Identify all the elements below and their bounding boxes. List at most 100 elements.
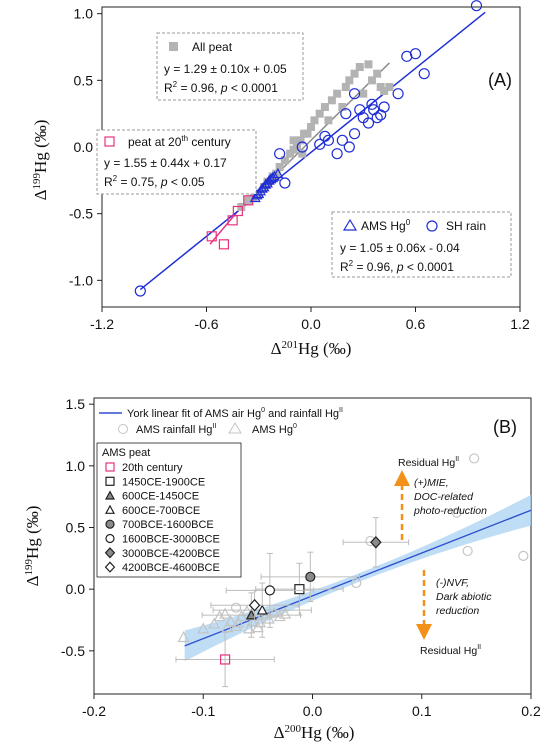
background-point: [518, 550, 529, 561]
data-point: [256, 182, 268, 193]
legend-marker-all-peat: [169, 42, 178, 51]
legend-york-label: York linear fit of AMS air Hg0 and rainf…: [127, 407, 343, 420]
data-point: [336, 134, 348, 146]
legend-peat-title: AMS peat: [102, 447, 150, 459]
peat-point-group: [201, 592, 301, 638]
fit-line: [139, 11, 486, 291]
legend-marker: [105, 533, 115, 544]
svg-text:Δ199Hg (‰): Δ199Hg (‰): [31, 120, 50, 201]
arrow-down-head: [416, 624, 432, 640]
mie-line1: (+)MIE,: [414, 477, 449, 489]
legend-label: 600CE-700BCE: [122, 505, 200, 517]
nvf-line2: Dark abiotic: [436, 591, 492, 603]
svg-text:Δ199Hg (‰): Δ199Hg (‰): [23, 506, 42, 587]
data-point: [340, 108, 352, 120]
background-point: [351, 577, 362, 589]
background-point: [232, 616, 245, 628]
residual-bottom-label: Residual HgII: [420, 644, 481, 657]
legend-marker: [104, 490, 116, 500]
background-point: [197, 622, 210, 634]
x-tick-label: 1.2: [510, 316, 530, 332]
data-point: [296, 136, 305, 145]
legend-marker: [104, 547, 116, 559]
data-point: [327, 96, 336, 105]
data-point: [298, 149, 307, 158]
x-tick-label: 0.1: [412, 703, 432, 719]
x-tick-label: 0.2: [521, 703, 541, 719]
y-tick-label: 1.5: [66, 396, 86, 412]
data-point: [296, 141, 308, 153]
data-point: [251, 189, 263, 200]
peat20-r2: R2 = 0.75, p < 0.05: [104, 174, 205, 189]
legend-hg0-label: AMS Hg0: [252, 423, 297, 436]
legend-marker-20th-century: [104, 136, 115, 147]
peat-point-group: [225, 552, 315, 628]
all-peat-equation: y = 1.29 ± 0.10x + 0.05: [164, 62, 287, 76]
panel-b-xlabel: Δ200Hg (‰): [274, 723, 355, 742]
legend-ams-label: AMS Hg0: [361, 218, 411, 233]
data-point: [333, 89, 342, 98]
background-point: [262, 612, 275, 624]
data-point: [324, 116, 333, 125]
legend-label: 1450CE-1900CE: [122, 476, 205, 488]
york-fit-line: [184, 509, 532, 647]
data-point: [331, 148, 343, 160]
background-point: [462, 545, 473, 557]
y-tick-label: -1.0: [69, 272, 93, 288]
background-point: [230, 602, 242, 613]
nvf-line1: (-)NVF,: [436, 577, 469, 589]
data-point: [355, 63, 364, 71]
data-point: [385, 83, 394, 91]
panel-a-xlabel: Δ201Hg (‰): [271, 339, 352, 358]
legend-20th-label: peat at 20th century: [128, 134, 231, 149]
data-point: [307, 123, 315, 131]
x-tick-label: 0.0: [303, 703, 323, 719]
data-point: [275, 163, 284, 171]
data-point: [378, 101, 390, 113]
legend-box-ams: AMS Hg0 SH rain y = 1.05 ± 0.06x - 0.04 …: [331, 211, 512, 278]
background-point: [224, 614, 237, 627]
background-point: [246, 614, 259, 627]
peat-marker: [370, 536, 382, 549]
panel-b-ticks: -0.2 -0.1 0.0 0.1 0.2 -0.5 0.0 0.5 1.0 1.5: [61, 396, 541, 719]
data-point: [380, 87, 389, 95]
residual-top-label: Residual HgII: [398, 456, 459, 469]
data-point: [227, 215, 238, 226]
legend-box-all-peat: All peat y = 1.29 ± 0.10x + 0.05 R2 = 0.…: [156, 32, 304, 101]
data-point: [218, 239, 230, 250]
panel-a: -1.2 -0.6 0.0 0.6 1.2 -1.0 -0.5 0.0 0.5 1.0 (A) Δ…: [31, 0, 530, 358]
ams-r2: R2 = 0.96, p < 0.0001: [340, 259, 454, 274]
data-point: [348, 88, 361, 100]
data-point: [134, 285, 146, 297]
legend-marker-ams-hg0: [342, 218, 358, 231]
mie-line2: DOC-related: [414, 491, 474, 503]
panel-b-background-points: [177, 453, 529, 643]
legend-sh-rain-label: SH rain: [446, 219, 486, 233]
y-tick-label: -0.5: [61, 643, 85, 659]
panel-a-tag: (A): [488, 70, 512, 90]
panel-b-peat-points: [175, 517, 410, 688]
background-point: [219, 607, 232, 619]
data-point: [409, 48, 422, 60]
y-tick-label: 0.0: [74, 139, 94, 155]
legend-top: York linear fit of AMS air Hg0 and rainf…: [99, 407, 343, 436]
annotations: Residual HgII (+)MIE, DOC-related photo-…: [394, 456, 492, 657]
data-point: [418, 68, 430, 80]
data-point: [289, 136, 298, 145]
data-point: [274, 148, 286, 160]
y-tick-label: 0.5: [74, 72, 94, 88]
peat-point-group: [260, 551, 360, 602]
legend-label: 1600BCE-3000BCE: [122, 534, 220, 546]
y-tick-label: 1.0: [74, 6, 94, 22]
legend-marker: [104, 504, 116, 514]
legend-marker: [105, 462, 115, 472]
legend-label: 700BCE-1600BCE: [122, 519, 214, 531]
data-point: [345, 76, 354, 85]
data-point: [338, 103, 347, 111]
data-point: [279, 177, 291, 189]
x-tick-label: 0.0: [301, 316, 321, 332]
panel-b: -0.2 -0.1 0.0 0.1 0.2 -0.5 0.0 0.5 1.0 1.5 (B) Δ1…: [23, 396, 541, 742]
background-point: [451, 507, 462, 518]
legend-rain-label: AMS rainfall HgII: [136, 423, 216, 436]
legend-box-20th-century: peat at 20th century y = 1.55 ± 0.44x + …: [96, 129, 257, 195]
